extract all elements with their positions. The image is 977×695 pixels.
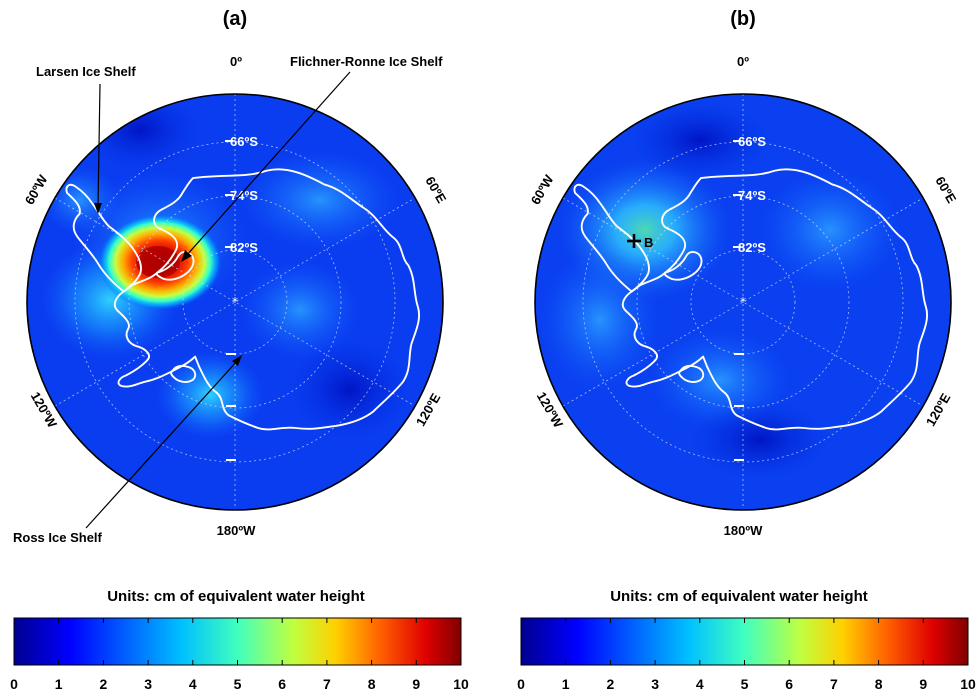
colorbar-tick-label: 9 [919, 676, 927, 692]
lon-label-60w: 60ºW [22, 172, 51, 207]
colorbar-tick-label: 0 [517, 676, 525, 692]
colorbar-tick-label: 8 [368, 676, 376, 692]
colorbar-tick-label: 4 [696, 676, 704, 692]
lon-label-60e: 60ºE [422, 174, 449, 206]
pole-marker: * [232, 295, 238, 309]
colorbar-tick-label: 1 [55, 676, 63, 692]
colorbar-a-ticks: 0 1 2 3 4 5 6 7 8 9 10 [10, 618, 469, 692]
colorbar-tick-label: 7 [323, 676, 331, 692]
colorbar-a-gradient [13, 617, 462, 666]
pole-marker: * [740, 295, 746, 309]
colorbar-tick-label: 4 [189, 676, 197, 692]
colorbar-b-gradient [520, 617, 969, 666]
panel-b: (b) 66ºS 74ºS 82ºS [528, 8, 960, 538]
colorbar-tick-label: 2 [607, 676, 615, 692]
colorbar-tick-label: 5 [741, 676, 749, 692]
lon-label-0: 0º [737, 54, 749, 69]
colorbar-tick-label: 2 [100, 676, 108, 692]
colorbar-tick-label: 10 [960, 676, 976, 692]
lat-label-82: 82ºS [230, 240, 258, 255]
panel-b-ticks [734, 353, 744, 461]
annotation-larsen: Larsen Ice Shelf [36, 64, 136, 79]
annotation-ross: Ross Ice Shelf [13, 530, 103, 545]
lon-label-180w: 180ºW [724, 523, 763, 538]
colorbar-b-ticks: 0 1 2 3 4 5 6 7 8 9 10 [517, 618, 976, 692]
lon-label-60w: 60ºW [528, 172, 557, 207]
colorbar-tick-label: 1 [562, 676, 570, 692]
lon-label-60e: 60ºE [932, 174, 959, 206]
panel-a-title: (a) [223, 8, 247, 30]
lon-label-0: 0º [230, 54, 242, 69]
colorbar-b-title: Units: cm of equivalent water height [610, 588, 868, 605]
colorbar-tick-label: 8 [875, 676, 883, 692]
colorbar-tick-label: 6 [278, 676, 286, 692]
panel-b-title: (b) [730, 8, 756, 30]
colorbar-tick-label: 7 [830, 676, 838, 692]
colorbar-a: Units: cm of equivalent water height 0 1 2… [10, 588, 469, 692]
lat-label-74: 74ºS [738, 188, 766, 203]
colorbar-tick-label: 6 [785, 676, 793, 692]
lat-label-66: 66ºS [738, 134, 766, 149]
point-b-label: B [644, 235, 653, 250]
panel-a: (a) [13, 8, 450, 545]
colorbar-a-title: Units: cm of equivalent water height [107, 588, 365, 605]
colorbar-b: Units: cm of equivalent water height 0 1 2… [517, 588, 976, 692]
point-b-marker: B [627, 234, 653, 250]
lon-label-180w: 180ºW [217, 523, 256, 538]
colorbar-tick-label: 5 [234, 676, 242, 692]
colorbar-tick-label: 9 [412, 676, 420, 692]
panel-b-field [535, 94, 951, 510]
colorbar-tick-label: 3 [651, 676, 659, 692]
panel-a-frame [26, 93, 444, 511]
panel-b-frame [534, 93, 952, 511]
colorbar-tick-label: 0 [10, 676, 18, 692]
colorbar-tick-label: 3 [144, 676, 152, 692]
panel-a-ticks [226, 353, 236, 461]
lat-label-66: 66ºS [230, 134, 258, 149]
colorbar-tick-label: 10 [453, 676, 469, 692]
lat-label-82: 82ºS [738, 240, 766, 255]
annotation-ronne: Flichner-Ronne Ice Shelf [290, 54, 443, 69]
